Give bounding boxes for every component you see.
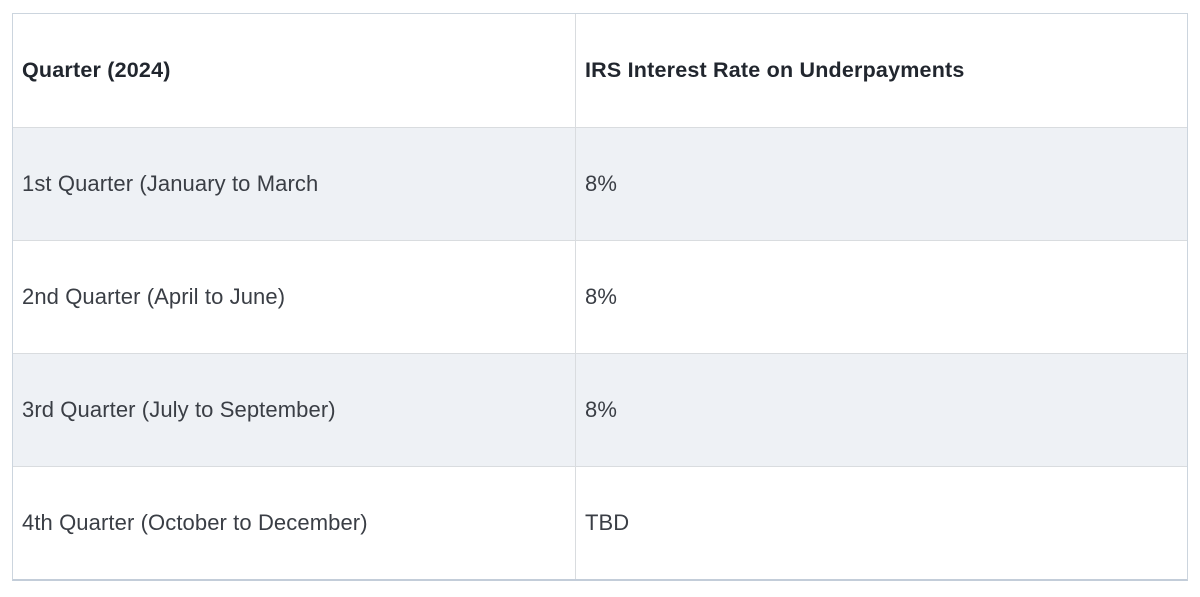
rate-cell: TBD — [585, 510, 630, 535]
irs-rates-table: Quarter (2024) IRS Interest Rate on Unde… — [12, 13, 1188, 581]
column-header-rate: IRS Interest Rate on Underpayments — [585, 58, 965, 82]
table-header-row: Quarter (2024) IRS Interest Rate on Unde… — [13, 14, 1187, 127]
rate-cell: 8% — [585, 284, 617, 309]
column-header-quarter: Quarter (2024) — [13, 14, 576, 127]
rate-cell: 8% — [585, 171, 617, 196]
table-row: 2nd Quarter (April to June) 8% — [13, 240, 1187, 353]
table-row: 4th Quarter (October to December) TBD — [13, 466, 1187, 579]
table-row: 3rd Quarter (July to September) 8% — [13, 353, 1187, 466]
rate-cell: 8% — [585, 397, 617, 422]
quarter-cell: 3rd Quarter (July to September) — [13, 354, 576, 466]
quarter-cell: 2nd Quarter (April to June) — [13, 241, 576, 353]
quarter-cell: 4th Quarter (October to December) — [13, 467, 576, 579]
table-row: 1st Quarter (January to March 8% — [13, 127, 1187, 240]
quarter-cell: 1st Quarter (January to March — [13, 128, 576, 240]
